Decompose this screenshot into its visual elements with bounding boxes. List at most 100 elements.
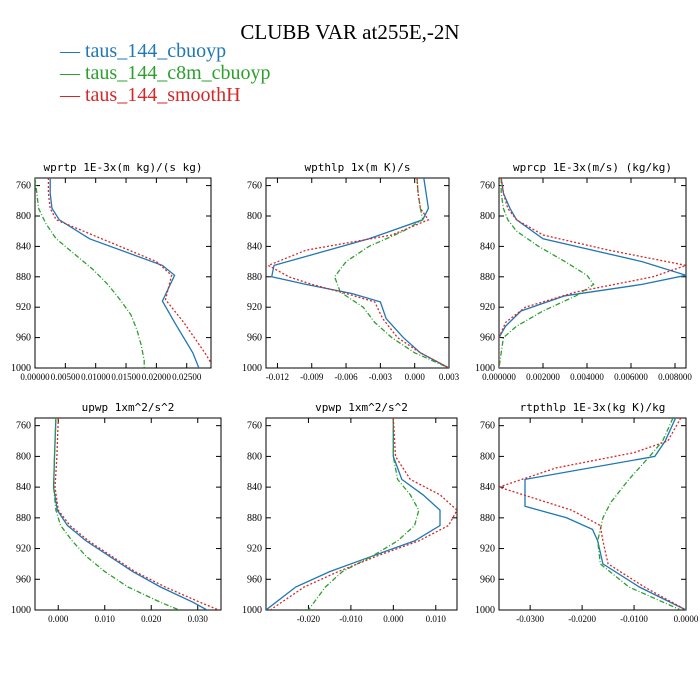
panel-wpthlp: wpthlp 1x(m K)/s 760 800 840 880 920 960 1000 -0… [242,161,460,382]
panel-rtpthlp-ytick-label-6: 1000 [475,605,495,616]
panel-wprcp-xtick-label-2: 0.004000 [570,372,604,382]
panel-wprcp-series-smoothh [499,178,686,368]
panel-upwp-series-c8m-cbuoyp [52,418,180,610]
legend: — taus_144_cbuoyp — taus_144_c8m_cbuoyp … [60,40,271,106]
panel-wprtp-frame [34,177,212,369]
panel-wpthlp-ytick-label-4: 920 [247,302,262,313]
panel-wprtp-title: wprtp 1E-3x(m kg)/(s kg) [44,161,203,174]
panel-wpthlp-series-smoothh [266,178,449,368]
legend-label-c8m-cbuoyp: taus_144_c8m_cbuoyp [85,62,271,84]
panel-rtpthlp-xtick-label-1: -0.0200 [568,614,596,624]
panel-wprcp-series-c8m-cbuoyp [499,178,595,368]
legend-marker-cbuoyp: — [60,40,85,62]
panel-vpwp-xtick-label-3: 0.010 [426,614,447,624]
panel-upwp-ytick-label-5: 960 [16,574,31,585]
panel-wprtp-ytick-label-0: 760 [16,181,31,192]
panel-upwp-ytick-label-6: 1000 [11,605,31,616]
panel-wpthlp-title: wpthlp 1x(m K)/s [305,161,411,174]
legend-item-c8m-cbuoyp: — taus_144_c8m_cbuoyp [60,62,271,84]
panel-upwp-xtick-label-3: 0.030 [188,614,209,624]
panel-wprtp-xtick-label-0: 0.00000 [20,372,50,382]
panel-rtpthlp-series-smoothh [499,418,686,610]
panel-wprtp-series-smoothh [47,178,211,365]
panel-upwp-ytick-label-0: 760 [16,421,31,432]
panel-rtpthlp-xtick-label-0: -0.0300 [516,614,544,624]
panel-wpthlp-series-c8m-cbuoyp [333,178,449,368]
panel-rtpthlp-series-c8m-cbuoyp [597,418,682,610]
panel-wprcp-xtick-label-3: 0.006000 [614,372,648,382]
panel-wpthlp-ytick-label-1: 800 [247,211,262,222]
panel-wpthlp-ytick-label-2: 840 [247,241,262,252]
panel-wprtp-xtick-label-3: 0.01500 [111,372,141,382]
panel-vpwp-ytick-label-2: 840 [247,482,262,493]
panel-upwp-series-cbuoyp [52,418,208,610]
panel-vpwp-xtick-label-1: -0.010 [339,614,363,624]
legend-marker-smoothh: — [60,84,85,106]
panel-upwp-ytick-label-3: 880 [16,513,31,524]
panel-wprcp-ytick-label-3: 880 [480,272,495,283]
panel-upwp-ytick-label-4: 920 [16,544,31,555]
panel-wprtp-xtick-label-5: 0.02500 [172,372,202,382]
panel-wprcp-xtick-label-4: 0.008000 [658,372,692,382]
panel-rtpthlp-frame [498,417,687,611]
panel-wprtp-xtick-label-1: 0.00500 [51,372,81,382]
panel-wprtp-series-c8m-cbuoyp [35,178,145,368]
panel-wprcp-ytick-label-2: 840 [480,241,495,252]
panel-vpwp-xtick-label-2: 0.000 [383,614,404,624]
panel-wprcp-ytick-label-4: 920 [480,302,495,313]
panel-vpwp-series-c8m-cbuoyp [307,418,420,610]
panel-rtpthlp-xtick-label-2: -0.0100 [620,614,648,624]
panel-wpthlp-xtick-label-0: -0.012 [266,372,289,382]
panel-wprtp-xtick-label-4: 0.02000 [142,372,172,382]
panel-wprtp: wprtp 1E-3x(m kg)/(s kg) 760 800 840 880 920 9… [11,161,212,382]
panel-wpthlp-xtick-label-3: -0.003 [369,372,393,382]
panel-wpthlp-frame [265,177,450,369]
panel-rtpthlp-series-cbuoyp [524,418,686,610]
panel-vpwp-ytick-label-6: 1000 [242,605,262,616]
panel-rtpthlp: rtpthlp 1E-3x(kg K)/kg 760 800 840 880 920 960… [475,401,699,624]
panel-vpwp: vpwp 1xm^2/s^2 760 800 840 880 920 960 1000 -0.0… [242,401,458,624]
panel-vpwp-ytick-label-0: 760 [247,421,262,432]
panel-wpthlp-ytick-label-5: 960 [247,333,262,344]
panel-upwp: upwp 1xm^2/s^2 760 800 840 880 920 960 1000 0.00… [11,401,222,624]
panel-wpthlp-xtick-label-5: 0.003 [439,372,460,382]
panel-upwp-ytick-label-1: 800 [16,451,31,462]
panel-vpwp-ytick-label-4: 920 [247,544,262,555]
panel-wprcp-xtick-label-0: 0.000000 [482,372,516,382]
panel-wprcp-series-cbuoyp [499,178,686,368]
panel-upwp-title: upwp 1xm^2/s^2 [82,401,175,414]
panel-rtpthlp-ytick-label-3: 880 [480,513,495,524]
panel-vpwp-ytick-label-5: 960 [247,574,262,585]
panel-upwp-frame [34,417,222,611]
panel-rtpthlp-ytick-label-5: 960 [480,574,495,585]
panel-wprcp-ytick-label-0: 760 [480,181,495,192]
panel-upwp-xtick-label-1: 0.010 [95,614,116,624]
panel-wprtp-ytick-label-4: 920 [16,302,31,313]
legend-label-cbuoyp: taus_144_cbuoyp [85,40,227,62]
panel-vpwp-ytick-label-3: 880 [247,513,262,524]
panel-wpthlp-ytick-label-3: 880 [247,272,262,283]
panel-wprtp-series-cbuoyp [49,178,200,368]
panel-vpwp-xtick-label-0: -0.020 [297,614,321,624]
panel-wprcp: wprcp 1E-3x(m/s) (kg/kg) 760 800 840 880 920 9… [475,161,692,382]
panel-wprcp-ytick-label-5: 960 [480,333,495,344]
panel-rtpthlp-ytick-label-2: 840 [480,482,495,493]
panel-upwp-xtick-label-2: 0.020 [141,614,162,624]
panel-wpthlp-ytick-label-0: 760 [247,181,262,192]
panel-vpwp-frame [265,417,458,611]
panel-rtpthlp-ytick-label-4: 920 [480,544,495,555]
panel-upwp-series-smoothh [54,418,219,610]
panel-rtpthlp-ytick-label-0: 760 [480,421,495,432]
panel-rtpthlp-ytick-label-1: 800 [480,451,495,462]
panel-wpthlp-xtick-label-1: -0.009 [300,372,324,382]
panel-wprtp-ytick-label-6: 1000 [11,363,31,374]
panel-wpthlp-xtick-label-4: 0.000 [405,372,426,382]
panel-wprtp-ytick-label-2: 840 [16,241,31,252]
panel-wprcp-title: wprcp 1E-3x(m/s) (kg/kg) [513,161,672,174]
panel-wprtp-ytick-label-5: 960 [16,333,31,344]
panel-rtpthlp-xtick-label-3: 0.0000 [674,614,699,624]
main-title: CLUBB VAR at255E,-2N [240,20,460,44]
panel-wprcp-xtick-label-1: 0.002000 [526,372,560,382]
panel-wpthlp-ytick-label-6: 1000 [242,363,262,374]
